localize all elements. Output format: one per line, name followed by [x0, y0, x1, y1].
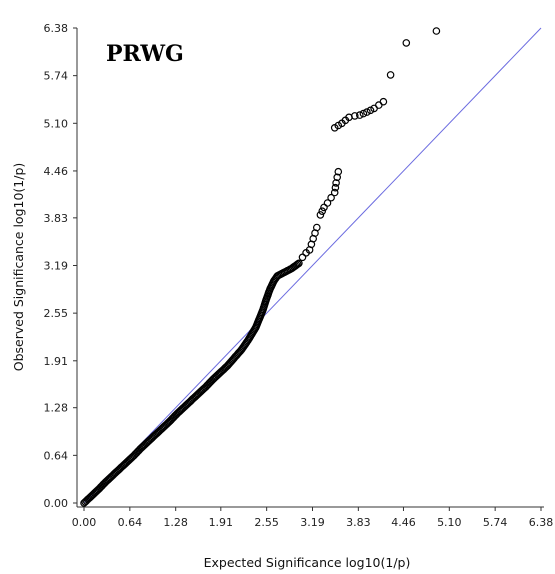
x-tick-label: 3.83	[346, 516, 371, 529]
data-point	[350, 112, 359, 120]
x-axis-title: Expected Significance log10(1/p)	[204, 555, 411, 570]
data-point	[333, 173, 342, 182]
y-tick-label: 1.91	[44, 355, 69, 368]
data-point	[293, 260, 302, 268]
chart-title: PRWG	[106, 41, 184, 67]
data-points	[80, 27, 441, 507]
data-point	[386, 71, 395, 79]
data-point	[318, 207, 327, 216]
y-tick-label: 4.46	[44, 165, 69, 178]
data-point	[334, 167, 343, 176]
data-point	[323, 199, 332, 207]
y-tick-label: 5.74	[44, 70, 69, 83]
y-tick-label: 3.83	[44, 212, 69, 225]
data-point	[330, 188, 339, 197]
data-point	[366, 106, 375, 115]
x-tick-label: 0.00	[72, 516, 97, 529]
y-axis-ticks: 0.00 0.64 1.28 1.91 2.55 3.19 3.83 4.46 5.10 5.74…	[44, 22, 77, 510]
y-tick-label: 1.28	[44, 402, 69, 415]
x-tick-label: 1.91	[209, 516, 234, 529]
data-point	[355, 111, 364, 119]
data-point	[363, 108, 371, 116]
x-tick-label: 3.19	[300, 516, 325, 529]
data-point	[432, 27, 441, 35]
x-tick-label: 0.64	[118, 516, 143, 529]
y-tick-label: 6.38	[44, 22, 69, 35]
y-axis-title: Observed Significance log10(1/p)	[11, 163, 26, 372]
data-point	[402, 39, 411, 47]
reference-line	[83, 27, 542, 504]
y-tick-label: 0.64	[44, 449, 69, 462]
data-point	[312, 223, 321, 232]
data-point	[298, 253, 307, 262]
data-point	[379, 97, 388, 106]
data-point	[295, 259, 303, 268]
data-point	[359, 109, 368, 118]
x-tick-label: 6.38	[529, 516, 554, 529]
x-tick-label: 1.28	[163, 516, 188, 529]
y-tick-label: 0.00	[44, 497, 69, 510]
x-tick-label: 5.74	[483, 516, 508, 529]
x-axis-ticks: 0.00 0.64 1.28 1.91 2.55 3.19 3.83 4.46 5.10 5.74…	[72, 507, 554, 529]
x-tick-label: 5.10	[437, 516, 462, 529]
data-point	[327, 193, 335, 202]
x-tick-label: 4.46	[391, 516, 416, 529]
y-tick-label: 2.55	[44, 307, 69, 320]
y-tick-label: 3.19	[44, 260, 69, 273]
y-tick-label: 5.10	[44, 117, 69, 130]
data-point	[332, 179, 340, 187]
data-point	[316, 211, 325, 219]
data-point	[331, 183, 340, 192]
x-tick-label: 2.55	[254, 516, 279, 529]
